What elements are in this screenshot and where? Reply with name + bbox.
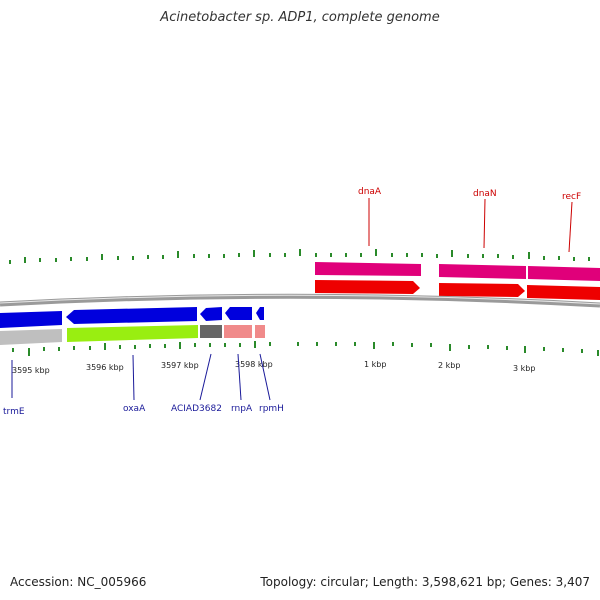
gene-label-recF: recF [562,192,581,202]
leader-line [199,353,212,401]
scale-label: 1 kbp [364,360,386,369]
gene-block-oxaA [67,325,198,342]
gene-label-rnpA: rnpA [231,404,253,414]
cds-arrow-dnaN [439,283,525,297]
forward-features [315,262,600,300]
scale-label: 3 kbp [513,364,535,373]
outer-ticks [9,249,590,264]
gene-block-rpmH [255,325,265,338]
gene-label-trmE: trmE [3,407,25,417]
gene-block-ACIAD3682 [200,325,222,338]
cds-arrow-ACIAD3682 [200,307,222,321]
gene-block-recF [528,266,600,281]
map-title: Acinetobacter sp. ADP1, complete genome [160,10,440,25]
inner-ticks [12,341,599,356]
gene-block-dnaN [439,264,526,279]
gene-block-dnaA [315,262,421,276]
cds-arrow-oxaA [66,307,197,324]
scale-label: 3596 kbp [86,363,124,372]
leader-line [237,353,242,401]
gene-label-ACIAD3682: ACIAD3682 [171,404,222,414]
gene-block-trmE [0,329,62,345]
gene-label-dnaN: dnaN [473,189,497,199]
scale-label: 3598 kbp [235,360,273,369]
genome-summary-text: Topology: circular; Length: 3,598,621 bp… [260,575,590,589]
gene-label-dnaA: dnaA [358,187,382,197]
gene-label-rpmH: rpmH [259,404,284,414]
genome-backbone [0,293,600,308]
cds-arrow-rnpA [225,307,252,320]
leader-line [568,201,573,253]
cds-arrow-trmE [0,311,62,328]
leader-line [259,353,271,401]
cds-arrow-dnaA [315,280,420,294]
gene-block-rnpA [224,325,252,338]
reverse-features [0,307,265,345]
leader-line [483,198,486,249]
gene-label-oxaA: oxaA [123,404,146,414]
cds-arrow-recF [527,285,600,300]
leader-line [132,354,135,401]
scale-label: 2 kbp [438,361,460,370]
cds-arrow-rpmH [256,307,264,320]
scale-label: 3597 kbp [161,361,199,370]
accession-text: Accession: NC_005966 [10,575,147,589]
scale-label: 3595 kbp [12,366,50,375]
